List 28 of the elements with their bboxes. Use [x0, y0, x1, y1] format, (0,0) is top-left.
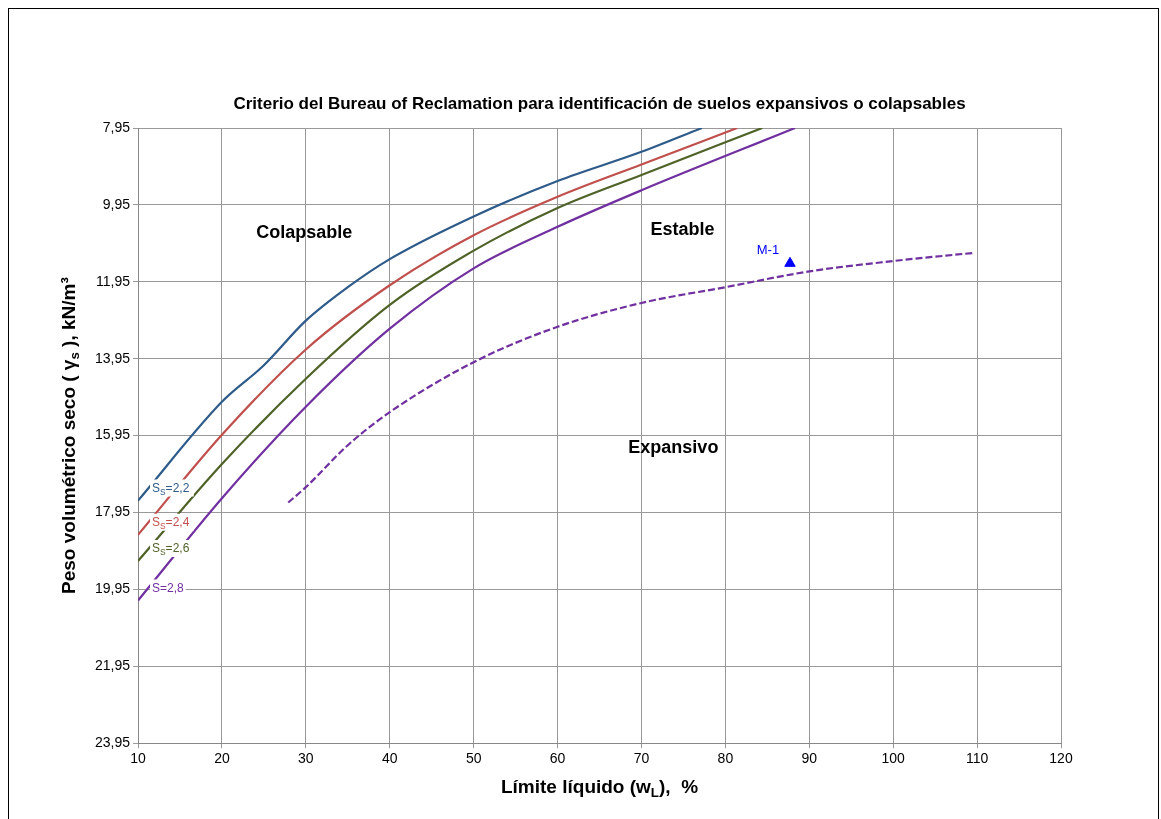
y-tick-label: 9,95	[102, 195, 131, 212]
y-tick-label: 11,95	[96, 272, 131, 289]
series-label: M-1	[756, 241, 780, 257]
x-tick-label: 120	[1049, 750, 1073, 767]
x-tick-label: 60	[549, 750, 566, 767]
series-label: S=2,8	[152, 580, 185, 595]
x-tick-label: 30	[298, 750, 314, 767]
x-tick-label: 10	[130, 750, 147, 767]
y-tick-label: 23,95	[94, 734, 131, 751]
y-tick-label: 13,95	[94, 349, 131, 366]
chart-title: Criterio del Bureau of Reclamation para identificación de suelos expansivos o colapsables	[233, 93, 966, 113]
y-axis-title: Peso volumétrico seco ( γs ), kN/m³	[58, 277, 83, 594]
x-tick-label: 40	[381, 750, 398, 767]
y-tick-label: 19,95	[94, 580, 131, 597]
x-tick-label: 50	[465, 750, 482, 767]
y-tick-label: 21,95	[94, 657, 131, 674]
x-tick-label: 90	[801, 750, 818, 767]
x-tick-label: 20	[214, 750, 230, 767]
x-tick-label: 80	[717, 750, 734, 767]
x-tick-label: 100	[881, 750, 906, 767]
y-tick-label: 15,95	[94, 426, 131, 443]
x-tick-label: 110	[965, 750, 989, 767]
y-tick-label: 7,95	[102, 118, 131, 135]
annotation: Colapsable	[256, 221, 353, 242]
x-tick-label: 70	[633, 750, 650, 767]
annotation: Expansivo	[628, 436, 719, 457]
annotation: Estable	[650, 219, 715, 240]
y-tick-label: 17,95	[94, 503, 131, 520]
